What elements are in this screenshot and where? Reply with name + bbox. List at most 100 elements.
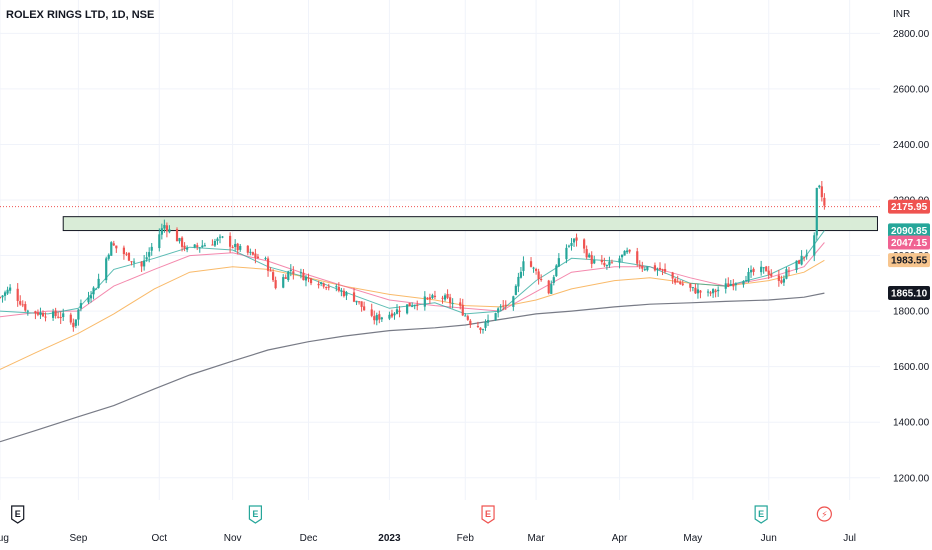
candle-body bbox=[656, 269, 659, 271]
candle-body bbox=[72, 322, 75, 328]
candle-body bbox=[239, 246, 242, 250]
candle bbox=[373, 310, 376, 325]
candle bbox=[69, 312, 72, 325]
candle bbox=[393, 312, 396, 320]
candle-body bbox=[497, 308, 500, 313]
candle bbox=[497, 307, 500, 318]
candle-body bbox=[264, 258, 267, 260]
candle bbox=[653, 262, 657, 272]
resistance-zone bbox=[62, 216, 878, 232]
candle bbox=[21, 300, 24, 308]
candle bbox=[752, 267, 755, 276]
candle bbox=[706, 289, 710, 297]
candle-body bbox=[160, 228, 163, 235]
candle-body bbox=[638, 264, 641, 267]
candle bbox=[180, 236, 184, 252]
candle-body bbox=[499, 306, 502, 308]
candle-body bbox=[765, 266, 768, 272]
candle-body bbox=[198, 247, 201, 249]
candle-body bbox=[148, 252, 151, 257]
candle bbox=[656, 267, 659, 276]
candle bbox=[34, 310, 37, 320]
candle-body bbox=[373, 316, 376, 321]
candle bbox=[234, 239, 237, 252]
candle-body bbox=[547, 280, 550, 294]
candle bbox=[443, 293, 447, 302]
candle bbox=[54, 307, 57, 319]
candle bbox=[216, 237, 219, 245]
candle bbox=[451, 298, 454, 309]
candle bbox=[464, 313, 467, 317]
candle bbox=[148, 247, 151, 263]
candle bbox=[658, 262, 662, 271]
candle bbox=[502, 300, 505, 311]
candle-body bbox=[565, 247, 568, 260]
y-tick-label: 1800.00 bbox=[893, 307, 930, 318]
candle bbox=[304, 274, 308, 287]
candle bbox=[514, 284, 517, 296]
candle-body bbox=[282, 277, 285, 288]
price-label-bg bbox=[888, 223, 930, 238]
candle bbox=[302, 269, 305, 281]
candle bbox=[818, 184, 821, 189]
candle bbox=[87, 291, 90, 304]
candle-body bbox=[552, 277, 555, 283]
candle-body bbox=[360, 301, 363, 307]
candle-body bbox=[451, 303, 454, 305]
candle bbox=[411, 302, 414, 308]
candle bbox=[79, 299, 83, 312]
candle bbox=[494, 312, 497, 321]
candle-body bbox=[266, 258, 270, 271]
candle bbox=[522, 256, 525, 276]
event-markers: E E E E ⚡ bbox=[11, 505, 832, 524]
candle-body bbox=[115, 245, 118, 249]
candle-body bbox=[201, 245, 204, 248]
candle-body bbox=[534, 269, 538, 271]
candle bbox=[813, 232, 816, 262]
price-label-bg bbox=[888, 286, 930, 301]
candle bbox=[555, 264, 558, 277]
candle bbox=[694, 283, 697, 295]
candle-body bbox=[590, 255, 593, 264]
candle bbox=[211, 239, 214, 246]
candle-body bbox=[583, 239, 586, 249]
candle-body bbox=[52, 311, 55, 318]
candle bbox=[732, 279, 735, 291]
candle-body bbox=[732, 283, 735, 287]
candle-body bbox=[691, 287, 694, 289]
candle-body bbox=[9, 287, 12, 291]
candle bbox=[803, 256, 806, 262]
candle bbox=[691, 286, 694, 292]
candle bbox=[646, 266, 649, 272]
candle bbox=[815, 187, 818, 241]
candle bbox=[375, 312, 378, 326]
candle-body bbox=[411, 306, 414, 308]
candle bbox=[380, 316, 383, 323]
candle bbox=[797, 259, 801, 265]
candle bbox=[287, 270, 290, 282]
candle-body bbox=[512, 296, 515, 307]
candle bbox=[749, 265, 753, 278]
candle bbox=[143, 255, 146, 271]
candle bbox=[623, 250, 626, 256]
candle-body bbox=[393, 313, 396, 316]
candle bbox=[127, 252, 131, 262]
candle bbox=[641, 261, 644, 273]
earnings-event-icon: E bbox=[754, 505, 768, 524]
candle-body bbox=[514, 285, 517, 295]
candle bbox=[416, 300, 419, 311]
candle-body bbox=[749, 269, 753, 273]
candle-body bbox=[175, 229, 179, 242]
candle bbox=[292, 266, 295, 280]
candle-body bbox=[130, 261, 133, 263]
candle-body bbox=[218, 236, 222, 238]
candle-body bbox=[62, 313, 65, 318]
candle bbox=[676, 275, 679, 283]
candle-body bbox=[87, 297, 90, 303]
price-label: 1983.55 bbox=[888, 253, 930, 268]
candle-body bbox=[284, 277, 287, 279]
moving-averages bbox=[0, 230, 825, 443]
candle-body bbox=[145, 257, 148, 260]
candle-body bbox=[1, 295, 4, 298]
